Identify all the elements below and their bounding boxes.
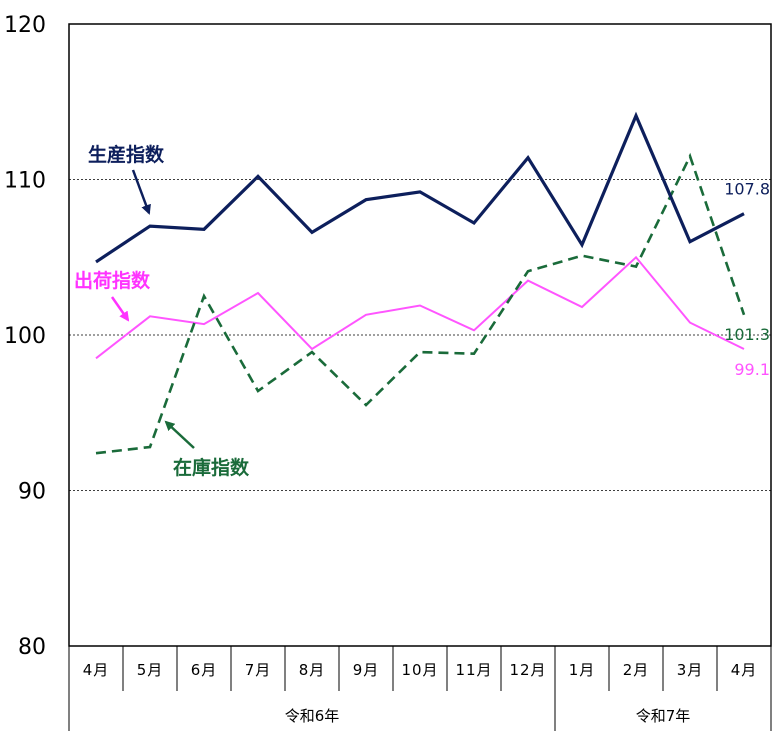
series-line-1 [95,255,745,360]
x-tick-label: 12月 [509,661,546,679]
y-tick-label: 90 [18,480,46,505]
end-labels: 107.8 101.3 99.1 [724,180,770,379]
x-tick-label: 11月 [455,661,492,679]
x-tick-label: 6月 [191,661,218,679]
x-tick-label: 4月 [731,661,758,679]
x-tick-label: 1月 [569,661,596,679]
x-tick-label: 8月 [299,661,326,679]
y-tick-label: 120 [4,13,46,38]
end-label-0: 107.8 [724,180,770,199]
series-line-0 [95,111,745,264]
series-lines [95,111,746,455]
plot-frame [68,23,772,647]
year-group-label: 令和6年 [285,707,340,725]
y-axis-ticks: 80 90 100 110 120 [4,13,46,660]
year-group-label: 令和7年 [636,707,691,725]
y-tick-label: 110 [4,169,46,194]
arrow-production [131,169,151,215]
legend-label-inventory: 在庫指数 [173,456,250,479]
arrow-shipment [110,296,130,322]
legend-label-production: 生産指数 [88,143,165,166]
x-tick-label: 4月 [83,661,110,679]
y-tick-label: 80 [18,635,46,660]
x-tick-label: 10月 [401,661,438,679]
legend-label-shipment: 出荷指数 [74,269,151,292]
end-label-2: 101.3 [724,325,770,344]
x-tick-label: 9月 [353,661,380,679]
grid-lines [69,179,771,491]
x-tick-label: 5月 [137,661,164,679]
end-label-1: 99.1 [734,360,770,379]
series-line-2 [95,152,746,455]
arrow-inventory [164,420,195,449]
y-tick-label: 100 [4,324,46,349]
x-tick-label: 7月 [245,661,272,679]
x-tick-label: 3月 [677,661,704,679]
x-tick-label: 2月 [623,661,650,679]
